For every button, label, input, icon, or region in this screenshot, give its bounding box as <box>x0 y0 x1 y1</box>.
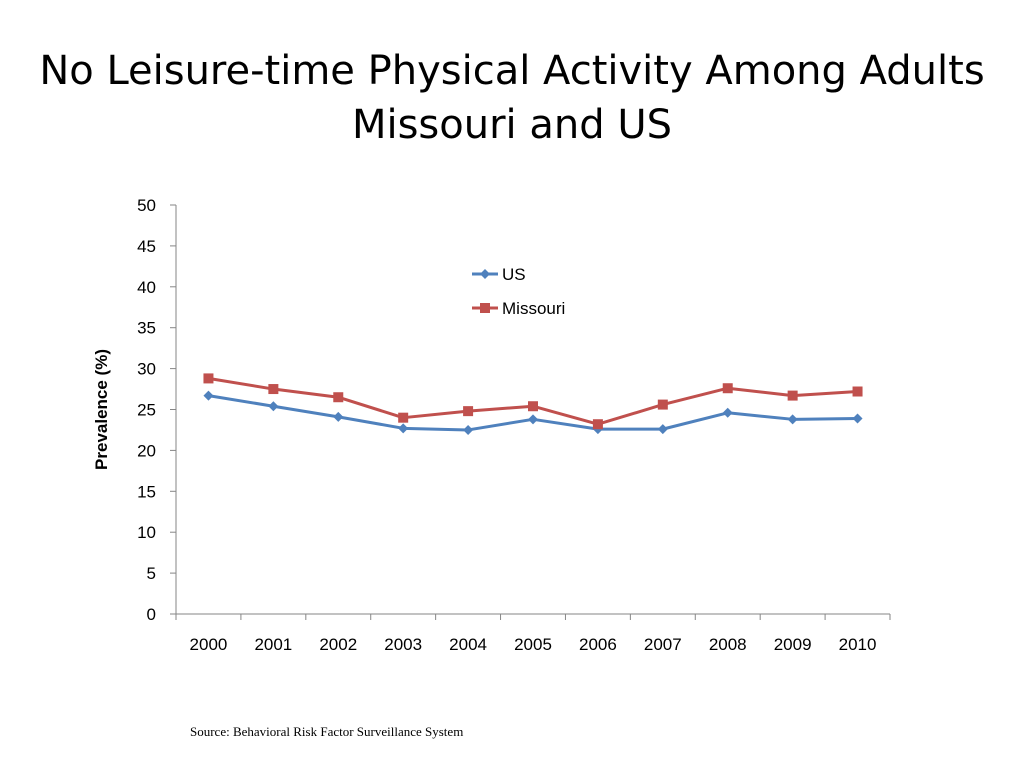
y-tick-label: 20 <box>137 441 156 460</box>
data-point-us <box>657 424 668 435</box>
data-point-us <box>787 414 798 425</box>
y-tick-label: 10 <box>137 523 156 542</box>
x-tick-label: 2009 <box>774 635 812 654</box>
y-tick-label: 40 <box>137 278 156 297</box>
data-point-missouri <box>528 401 538 412</box>
y-tick-label: 50 <box>137 196 156 215</box>
slide-title-line1: No Leisure-time Physical Activity Among … <box>39 48 985 94</box>
x-tick-label: 2005 <box>514 635 552 654</box>
y-tick-label: 0 <box>147 605 156 624</box>
x-tick-label: 2008 <box>709 635 747 654</box>
slide-title-line2: Missouri and US <box>351 102 673 148</box>
x-tick-label: 2002 <box>319 635 357 654</box>
data-point-us <box>268 401 279 412</box>
y-tick-label: 45 <box>137 237 156 256</box>
data-point-missouri <box>722 383 733 394</box>
series-line-us <box>208 394 858 432</box>
data-point-us <box>398 423 409 434</box>
data-point-missouri <box>852 386 863 397</box>
data-point-missouri <box>592 419 603 430</box>
data-point-missouri <box>203 373 214 384</box>
y-axis-title: Prevalence (%) <box>92 349 111 470</box>
y-tick-label: 5 <box>147 564 156 583</box>
data-point-us <box>333 411 344 422</box>
legend-label-missouri: Missouri <box>502 299 565 318</box>
x-tick-label: 2001 <box>254 635 292 654</box>
legend-marker-us <box>480 269 490 279</box>
data-point-missouri <box>333 392 344 403</box>
y-tick-label: 15 <box>137 482 156 501</box>
slide-title: No Leisure-time Physical Activity Among … <box>0 44 1024 152</box>
data-point-us <box>852 413 863 424</box>
data-point-missouri <box>657 399 668 410</box>
y-tick-label: 30 <box>137 360 156 379</box>
x-tick-label: 2000 <box>190 635 228 654</box>
y-tick-label: 25 <box>137 401 156 420</box>
data-point-missouri <box>268 384 279 395</box>
x-tick-label: 2007 <box>644 635 682 654</box>
x-tick-label: 2010 <box>839 635 877 654</box>
data-point-missouri <box>398 412 409 423</box>
data-point-missouri <box>463 406 474 417</box>
data-point-us <box>203 390 214 401</box>
x-tick-label: 2006 <box>579 635 617 654</box>
data-point-us <box>722 407 733 418</box>
x-tick-label: 2003 <box>384 635 422 654</box>
data-point-missouri <box>787 390 798 401</box>
legend-marker-missouri <box>480 303 490 313</box>
x-tick-label: 2004 <box>449 635 487 654</box>
y-tick-label: 35 <box>137 319 156 338</box>
data-point-us <box>463 424 474 435</box>
source-note: Source: Behavioral Risk Factor Surveilla… <box>190 724 464 739</box>
data-point-us <box>528 414 538 425</box>
legend-label-us: US <box>502 265 526 284</box>
